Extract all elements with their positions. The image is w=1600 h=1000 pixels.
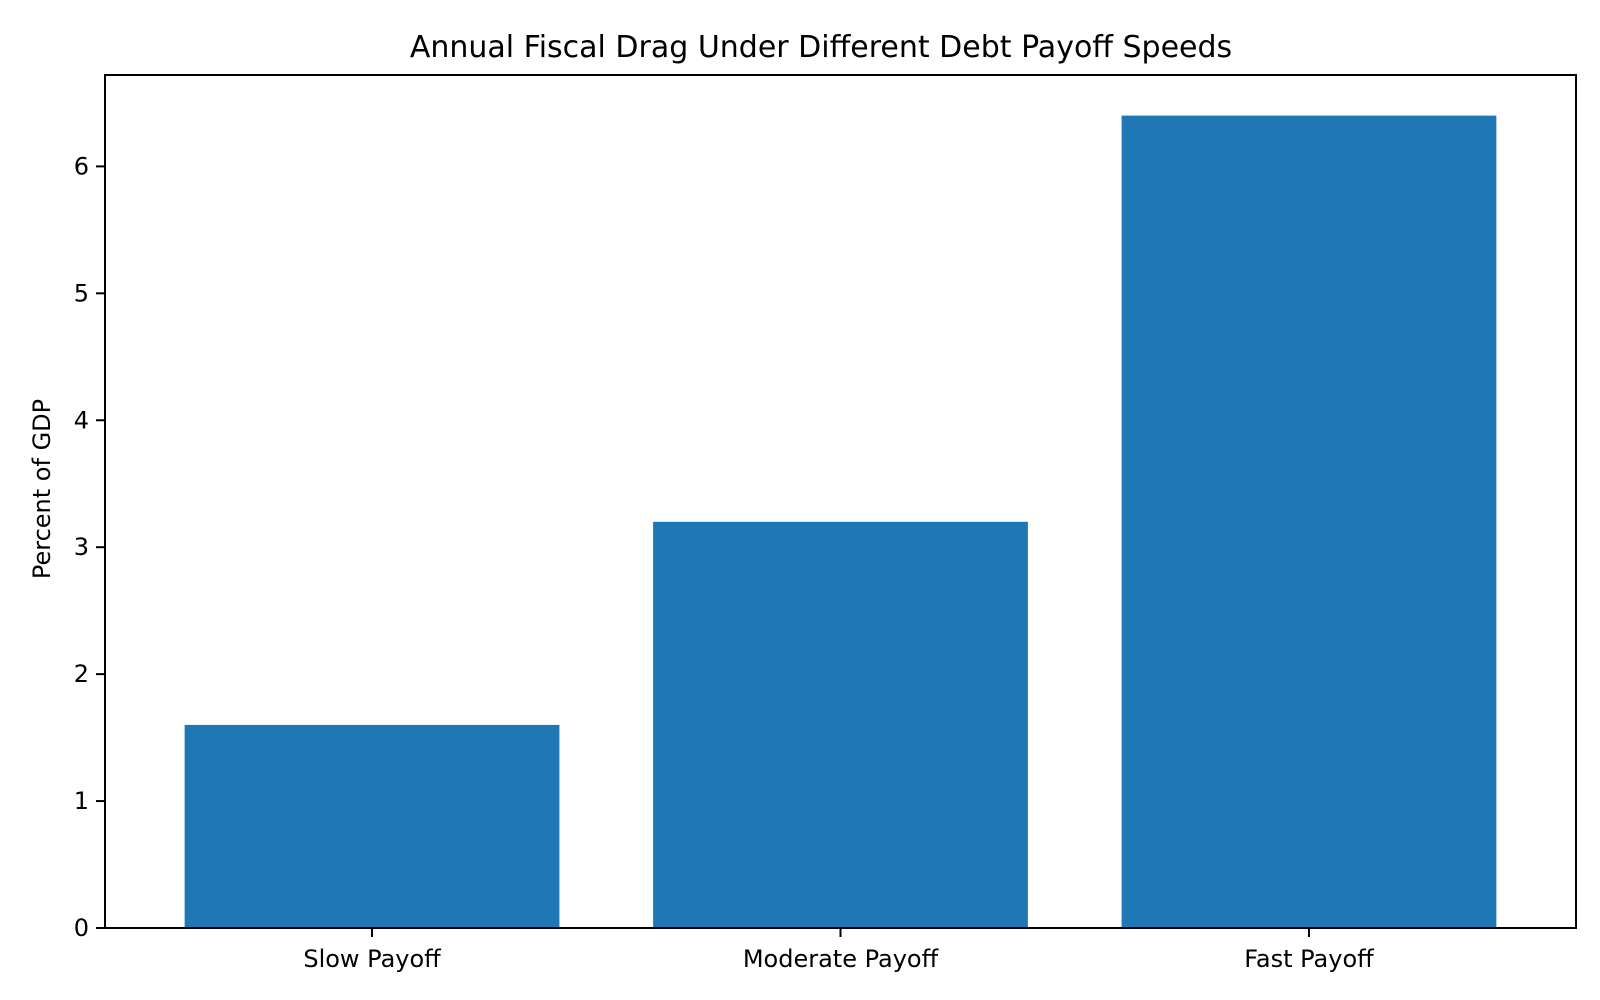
bar bbox=[1121, 115, 1497, 929]
x-tick-label: Fast Payoff bbox=[1244, 945, 1374, 973]
x-tick-label: Moderate Payoff bbox=[743, 945, 939, 973]
y-tick-label: 6 bbox=[74, 152, 89, 180]
y-tick-label: 0 bbox=[74, 914, 89, 942]
x-axis-ticks: Slow Payoff Moderate Payoff Fast Payoff bbox=[303, 928, 1374, 973]
y-tick-label: 4 bbox=[74, 406, 89, 434]
y-tick-label: 1 bbox=[74, 787, 89, 815]
bar bbox=[653, 521, 1028, 928]
x-tick-label: Slow Payoff bbox=[303, 945, 441, 973]
bar bbox=[184, 724, 560, 928]
y-axis-label: Percent of GDP bbox=[28, 399, 56, 579]
y-axis-ticks: 0 1 2 3 4 5 6 bbox=[74, 152, 105, 942]
plot-frame bbox=[104, 74, 1577, 929]
y-tick-label: 5 bbox=[74, 279, 89, 307]
y-tick-label: 2 bbox=[74, 660, 89, 688]
bars bbox=[184, 115, 1497, 929]
chart-title: Annual Fiscal Drag Under Different Debt … bbox=[410, 30, 1232, 65]
y-tick-label: 3 bbox=[74, 533, 89, 561]
